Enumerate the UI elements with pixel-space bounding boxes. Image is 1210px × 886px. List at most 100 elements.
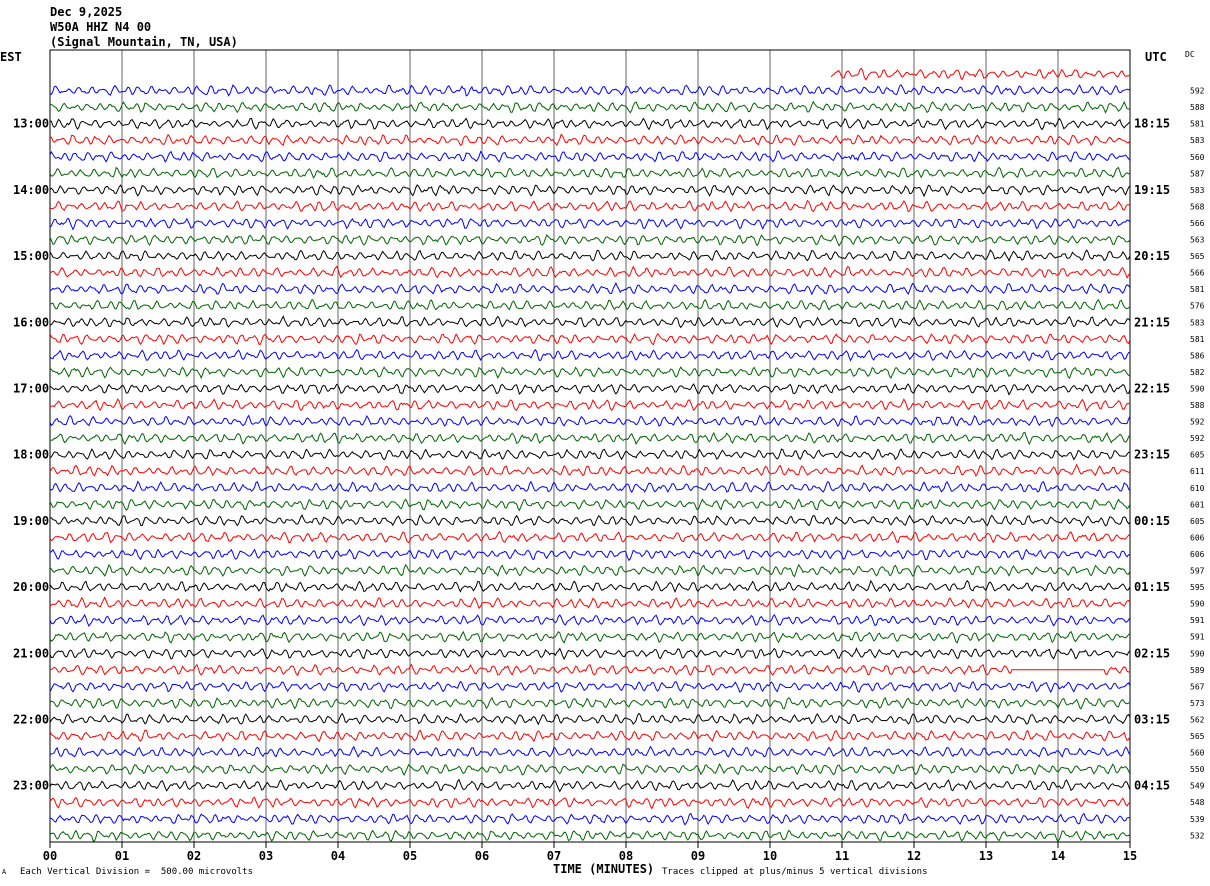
left-timezone-label: EST — [0, 50, 22, 64]
dc-offset-value: 583 — [1190, 136, 1205, 145]
dc-offset-value: 588 — [1190, 103, 1205, 112]
dc-offset-value: 548 — [1190, 798, 1205, 807]
seismic-trace — [50, 398, 1131, 412]
dc-offset-value: 591 — [1190, 616, 1205, 625]
station-code: W50A HHZ N4 00 — [50, 20, 152, 34]
seismic-trace — [49, 265, 1131, 279]
dc-offset-value: 589 — [1190, 666, 1205, 675]
x-tick-label: 09 — [691, 849, 705, 863]
dc-offset-value: 539 — [1190, 815, 1205, 824]
dc-offset-value: 592 — [1190, 87, 1205, 96]
x-tick-label: 04 — [331, 849, 345, 863]
seismic-trace — [49, 332, 1131, 346]
seismic-trace — [49, 696, 1131, 710]
dc-offset-header: DC — [1185, 50, 1195, 59]
seismic-trace — [49, 613, 1131, 627]
seismic-trace — [49, 663, 1131, 677]
right-hour-label: 21:15 — [1134, 315, 1170, 329]
seismic-trace — [49, 184, 1131, 198]
right-hour-label: 22:15 — [1134, 381, 1170, 395]
dc-offset-value: 573 — [1190, 699, 1205, 708]
dc-offset-value: 532 — [1190, 831, 1205, 840]
vertical-scale-note: Each Vertical Division = 500.00 microvol… — [20, 867, 253, 877]
right-hour-label: 04:15 — [1134, 779, 1170, 793]
dc-offset-value: 597 — [1190, 567, 1205, 576]
dc-offset-value: 560 — [1190, 749, 1205, 758]
dc-offset-value: 601 — [1190, 500, 1205, 509]
dc-offset-value: 583 — [1190, 318, 1205, 327]
seismic-trace — [49, 530, 1131, 544]
left-hour-label: 19:00 — [13, 514, 49, 528]
dc-offset-value: 590 — [1190, 649, 1205, 658]
dc-offset-value: 550 — [1190, 765, 1205, 774]
seismic-trace — [49, 315, 1131, 329]
x-axis-title: TIME (MINUTES) — [553, 862, 655, 876]
dc-offset-value: 587 — [1190, 169, 1205, 178]
dc-offset-value: 590 — [1190, 600, 1205, 609]
left-hour-label: 17:00 — [13, 381, 49, 395]
seismic-trace — [49, 729, 1131, 743]
seismic-trace — [49, 548, 1130, 562]
left-hour-label: 18:00 — [13, 448, 49, 462]
dc-offset-value: 562 — [1190, 715, 1205, 724]
dc-offset-value: 591 — [1190, 633, 1205, 642]
right-hour-label: 02:15 — [1134, 646, 1170, 660]
dc-offset-value: 611 — [1190, 467, 1205, 476]
seismic-trace — [49, 596, 1131, 610]
left-hour-label: 15:00 — [13, 249, 49, 263]
x-tick-label: 12 — [907, 849, 921, 863]
x-tick-label: 08 — [619, 849, 633, 863]
seismic-trace — [49, 480, 1131, 494]
seismic-trace — [49, 199, 1131, 213]
x-tick-label: 02 — [187, 849, 201, 863]
seismic-trace — [49, 100, 1130, 114]
dc-offset-value: 568 — [1190, 202, 1205, 211]
seismic-trace — [49, 463, 1131, 478]
seismic-trace — [49, 762, 1131, 776]
seismic-trace — [49, 514, 1131, 527]
dc-offset-value: 566 — [1190, 219, 1205, 228]
dc-offset-value: 588 — [1190, 401, 1205, 410]
seismic-trace — [49, 829, 1131, 843]
x-tick-label: 07 — [547, 849, 561, 863]
dc-offset-value: 592 — [1190, 418, 1205, 427]
dc-offset-value: 566 — [1190, 269, 1205, 278]
dc-offset-value: 606 — [1190, 533, 1205, 542]
dc-offset-value: 606 — [1190, 550, 1205, 559]
dc-offset-value: 581 — [1190, 285, 1205, 294]
seismic-trace — [49, 812, 1131, 826]
seismic-trace — [49, 348, 1130, 362]
dc-offset-value: 576 — [1190, 302, 1205, 311]
seismic-trace — [49, 383, 1131, 396]
right-hour-label: 20:15 — [1134, 249, 1170, 263]
x-tick-label: 13 — [979, 849, 993, 863]
seismic-trace — [49, 680, 1131, 694]
x-tick-label: 00 — [43, 849, 57, 863]
seismic-trace — [49, 150, 1131, 163]
right-hour-label: 19:15 — [1134, 183, 1170, 197]
plot-date: Dec 9,2025 — [50, 5, 123, 19]
dc-offset-value: 565 — [1190, 732, 1205, 741]
left-hour-label: 14:00 — [13, 183, 49, 197]
dc-offset-value: 567 — [1190, 682, 1205, 691]
seismic-trace — [49, 630, 1131, 644]
seismic-trace — [49, 234, 1131, 247]
seismic-trace — [49, 133, 1131, 147]
left-hour-label: 16:00 — [13, 315, 49, 329]
seismic-trace — [49, 117, 1131, 131]
x-tick-label: 10 — [763, 849, 777, 863]
left-hour-label: 20:00 — [13, 580, 49, 594]
seismic-trace — [49, 563, 1131, 578]
seismic-trace — [49, 647, 1131, 661]
seismic-trace — [49, 431, 1131, 446]
x-tick-label: 03 — [259, 849, 273, 863]
seismic-trace — [49, 579, 1131, 593]
dc-offset-value: 590 — [1190, 384, 1205, 393]
seismic-trace — [49, 498, 1131, 512]
x-tick-label: 15 — [1123, 849, 1137, 863]
left-hour-label: 23:00 — [13, 779, 49, 793]
seismic-trace — [830, 67, 1130, 81]
x-tick-label: 06 — [475, 849, 489, 863]
dc-offset-value: 583 — [1190, 186, 1205, 195]
